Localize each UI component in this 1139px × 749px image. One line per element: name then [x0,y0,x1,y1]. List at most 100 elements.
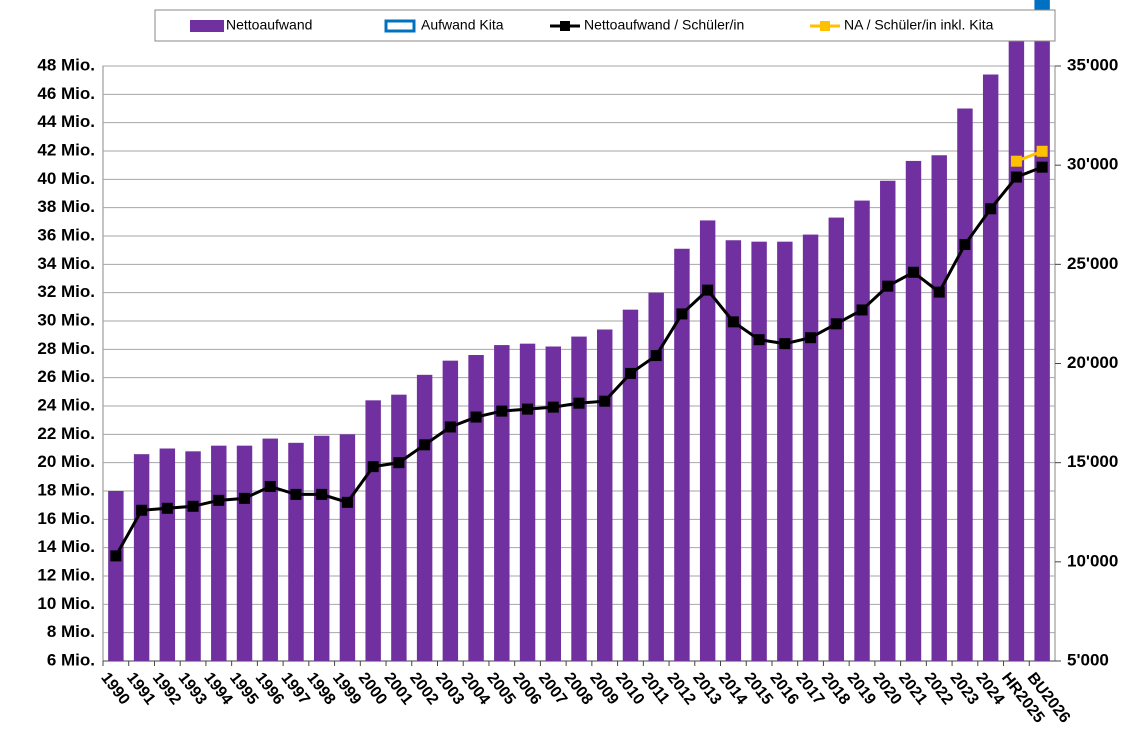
bar [133,454,150,661]
line-marker [367,461,379,473]
line-marker [213,494,225,506]
y-tick-label: 26 Mio. [37,367,95,386]
line-marker [702,284,714,296]
bar [313,435,330,661]
line-marker [547,401,559,413]
bar [777,241,793,661]
x-tick-label: 1997 [277,670,312,709]
x-tick-label: 2023 [946,670,981,709]
line-marker [882,280,894,292]
y-tick-label: 36 Mio. [37,225,95,244]
bar [468,355,484,661]
line-marker [290,488,302,500]
y-tick-label: 42 Mio. [37,140,95,159]
x-tick-label: 2012 [663,670,698,709]
legend-label: Nettoaufwand / Schüler/in [584,17,744,33]
y-tick-label: 46 Mio. [37,84,95,103]
line-marker [522,403,534,415]
x-tick-label: 1998 [303,670,338,709]
line-marker [110,550,122,562]
line-marker [753,334,765,346]
y-tick-label: 44 Mio. [37,112,95,131]
y-tick-label: 24 Mio. [37,395,95,414]
x-tick-label: 1999 [329,670,364,709]
x-tick-label: 2019 [844,670,879,709]
bar [1034,16,1050,661]
x-tick-label: 2018 [818,670,853,709]
x-tick-label: 1996 [252,670,287,709]
line-marker [1010,171,1022,183]
bar [674,248,690,661]
bar [931,155,947,661]
y-tick-label: 28 Mio. [37,339,95,358]
y2-tick-label: 5'000 [1067,650,1109,669]
bar [802,234,819,662]
line-marker [419,439,431,451]
bar [236,445,253,661]
x-tick-label: 2000 [355,670,390,709]
line-marker [959,239,971,250]
x-tick-label: 2020 [869,670,904,709]
line-marker [805,332,817,344]
y-tick-label: 12 Mio. [37,565,95,584]
bar [828,217,845,662]
x-tick-label: 2010 [612,670,647,709]
x-tick-label: 2007 [535,670,570,709]
y-tick-label: 34 Mio. [37,254,95,273]
line-marker [1036,145,1048,157]
legend-swatch [384,19,416,33]
bar [391,394,407,661]
bar [416,374,433,661]
line-marker [161,502,173,514]
legend-label: Aufwand Kita [421,17,504,33]
x-tick-label: 2022 [921,670,956,709]
x-tick-label: 2017 [792,670,827,709]
x-tick-label: 2006 [509,670,544,709]
y2-tick-label: 35'000 [1067,55,1118,74]
line-marker [470,411,482,423]
line-marker [779,338,791,350]
bar [571,336,587,661]
line-marker [830,318,842,330]
bar [982,74,999,661]
x-tick-label: 1993 [175,670,210,709]
line-marker [1010,155,1022,167]
y-tick-label: 10 Mio. [37,594,95,613]
legend-marker [820,21,830,31]
line-marker [187,500,199,512]
legend-marker [560,21,570,31]
x-tick-label: 1994 [200,670,235,709]
line-marker [650,350,662,362]
y2-tick-label: 30'000 [1067,155,1118,174]
x-tick-label: 2021 [895,670,930,709]
legend-swatch [190,20,224,32]
line-marker [444,421,456,433]
line-marker [676,308,688,320]
bar [725,240,742,661]
line-marker [985,203,997,215]
legend-label: Nettoaufwand [226,17,312,33]
x-tick-label: 2015 [741,670,776,709]
bar [880,180,896,661]
x-tick-label: 2013 [689,670,724,709]
x-tick-label: 2005 [483,670,518,709]
bar [699,220,716,661]
legend-label: NA / Schüler/in inkl. Kita [844,17,994,33]
line-marker [316,488,328,500]
x-tick-label: 2024 [972,670,1007,709]
x-tick-label: 2011 [638,670,673,708]
y2-tick-label: 20'000 [1067,353,1118,372]
line-marker [933,286,945,298]
bar [442,360,459,661]
y-tick-label: 14 Mio. [37,537,95,556]
bar [648,292,664,661]
bar [185,451,201,661]
bar [854,200,870,662]
bar [957,108,973,661]
x-tick-label: 2014 [715,670,750,709]
y-tick-label: 18 Mio. [37,480,95,499]
bar [494,345,510,661]
bar [288,442,304,661]
y-tick-label: 16 Mio. [37,509,95,528]
